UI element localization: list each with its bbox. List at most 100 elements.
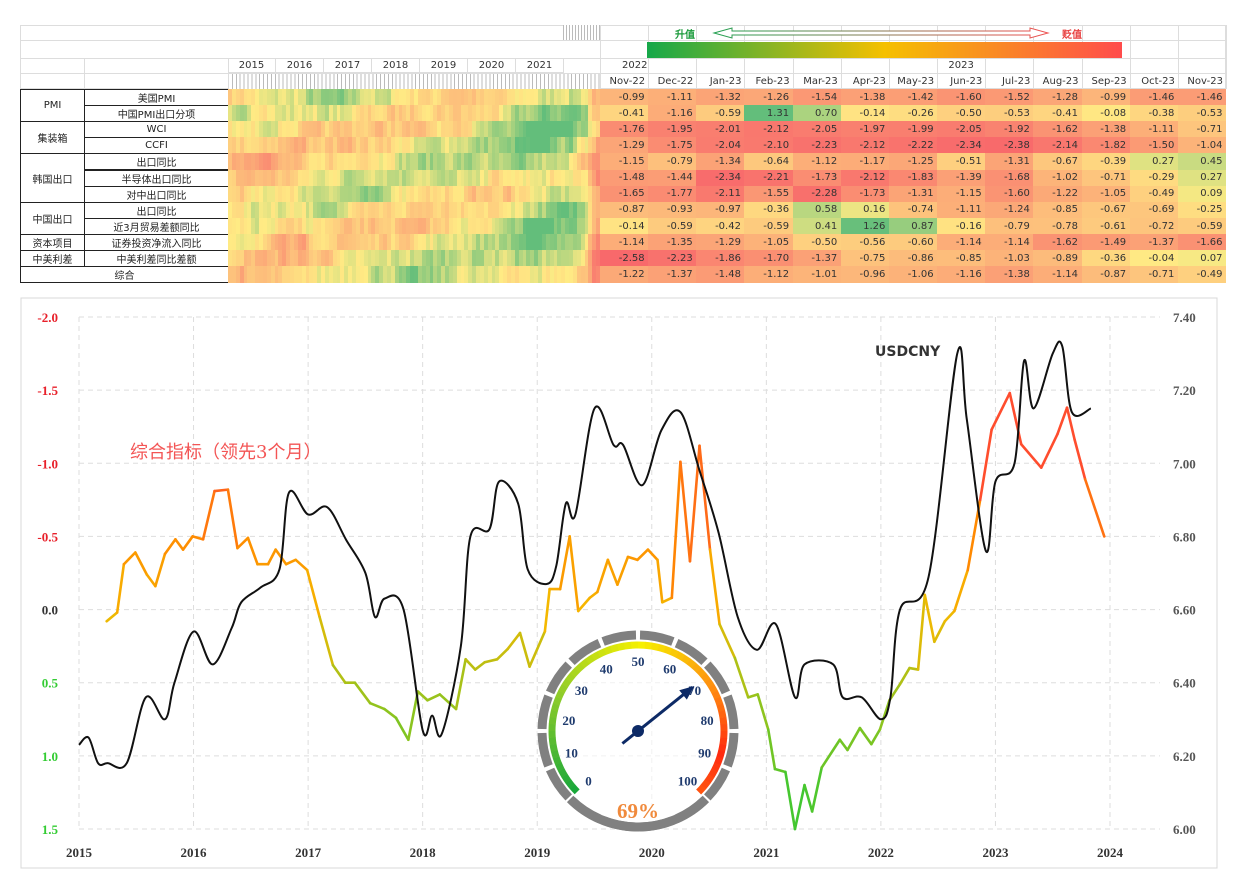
composite-line-segment [916, 593, 927, 671]
value-cell: -1.05 [1081, 185, 1131, 203]
heatmap-cell [313, 217, 318, 235]
composite-line-segment [122, 551, 137, 566]
value-cell: -1.75 [648, 137, 697, 154]
heatmap-cell [468, 105, 473, 122]
heatmap-cell [375, 153, 380, 170]
double-arrow-icon [712, 27, 1050, 39]
heatmap-cell [328, 89, 334, 106]
heatmap-cell [464, 121, 469, 138]
heatmap-cell [534, 233, 539, 251]
heatmap-cell [518, 217, 523, 235]
heatmap-cell [460, 153, 465, 170]
heatmap-cell [348, 153, 353, 170]
month-header: Jul-23 [1001, 75, 1031, 87]
heatmap-cell [518, 185, 523, 203]
heatmap-cell [290, 250, 295, 267]
value-cell: -1.44 [648, 169, 697, 187]
month-header: Feb-23 [755, 75, 790, 87]
heatmap-cell [596, 153, 601, 170]
heatmap-cell [487, 201, 492, 219]
composite-line-segment [1008, 391, 1023, 446]
heatmap-cell [549, 121, 554, 138]
heatmap-cell [352, 89, 357, 106]
heatmap-cell [398, 185, 403, 203]
gauge-ring-segment [703, 767, 731, 801]
heatmap-cell [514, 169, 520, 186]
heatmap-cell [576, 266, 582, 283]
heatmap-cell [545, 217, 551, 235]
heatmap-cell [557, 137, 562, 154]
heatmap-cell [584, 89, 589, 106]
heatmap-cell [313, 169, 318, 186]
heatmap-cell [448, 105, 454, 122]
heatmap-cell [549, 201, 554, 219]
heatmap-cell [235, 233, 241, 251]
heatmap-cell [336, 105, 341, 122]
heatmap-cell [313, 153, 318, 170]
composite-line-segment [1083, 478, 1106, 538]
heatmap-cell [468, 233, 473, 251]
gauge-color-arc [700, 779, 711, 790]
heatmap-cell [541, 201, 547, 219]
heatmap-cell [472, 266, 477, 283]
gauge-color-arc [549, 743, 558, 752]
heatmap-cell [530, 105, 535, 122]
heatmap-cell [460, 217, 465, 235]
heatmap-cell [363, 266, 368, 283]
heatmap-cell [255, 105, 260, 122]
heatmap-cell [596, 217, 601, 235]
heatmap-cell [464, 233, 469, 251]
heatmap-cell [379, 201, 384, 219]
value-cell: -0.04 [1129, 250, 1179, 267]
heatmap-cell [557, 201, 562, 219]
currency-gradient-bar [647, 42, 1122, 58]
heatmap-cell [483, 217, 489, 235]
heatmap-cell [456, 250, 461, 267]
heat-year-label: 2016 [276, 58, 324, 73]
heatmap-cell [367, 217, 372, 235]
heatmap-cell [445, 105, 450, 122]
heatmap-cell [251, 121, 256, 138]
composite-line-segment [870, 728, 882, 746]
value-cell: -0.16 [937, 217, 986, 235]
value-cell: -1.06 [888, 266, 938, 283]
heatmap-cell [394, 185, 399, 203]
heatmap-cell [255, 201, 260, 219]
grid-line [20, 73, 1226, 74]
value-cell: -0.59 [744, 217, 794, 235]
heatmap-cell [228, 105, 233, 122]
heatmap-cell [266, 89, 272, 106]
composite-line-segment [646, 548, 659, 562]
heatmap-cell [274, 201, 279, 219]
heatmap-cell [476, 250, 481, 267]
heatmap-cell [406, 217, 411, 235]
heatmap-cell [301, 121, 306, 138]
gauge-color-arc [603, 645, 613, 655]
heatmap-cell [363, 121, 368, 138]
heatmap-cell [344, 169, 349, 186]
heatmap-cell [483, 153, 489, 170]
heatmap-cell [495, 121, 500, 138]
heatmap-cell [588, 233, 593, 251]
heatmap-cell [464, 185, 469, 203]
heatmap-cell [305, 121, 310, 138]
value-cell: -0.29 [1129, 169, 1179, 187]
heatmap-cell [305, 266, 310, 283]
heatmap-cell [565, 185, 570, 203]
heatmap-cell [278, 266, 283, 283]
tick-marks [228, 73, 600, 89]
heatmap-cell [538, 201, 543, 219]
heatmap-cell [313, 137, 318, 154]
heatmap-cell [344, 89, 349, 106]
heatmap-cell [437, 185, 442, 203]
heatmap-cell [510, 217, 516, 235]
heatmap-cell [526, 250, 531, 267]
heatmap-cell [476, 137, 481, 154]
heatmap-cell [452, 121, 458, 138]
heatmap-cell [255, 89, 260, 106]
month-header: Dec-22 [657, 75, 694, 87]
heatmap-cell [545, 250, 551, 267]
composite-line-segment [698, 444, 712, 551]
heatmap-cell [588, 153, 593, 170]
value-cell: -1.28 [1033, 89, 1083, 106]
